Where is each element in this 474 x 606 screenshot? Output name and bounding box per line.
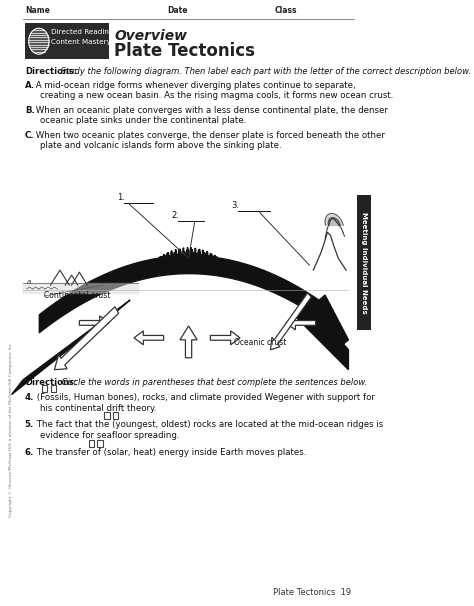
Polygon shape	[180, 249, 181, 255]
Polygon shape	[329, 218, 339, 225]
Text: Meeting Individual Needs: Meeting Individual Needs	[361, 212, 367, 313]
Text: (Fossils, Human bones), rocks, and climate provided Wegener with support for: (Fossils, Human bones), rocks, and clima…	[34, 393, 375, 402]
Bar	[113, 413, 118, 419]
Text: Name: Name	[25, 6, 50, 15]
Polygon shape	[216, 257, 217, 258]
Polygon shape	[175, 250, 176, 256]
Bar	[51, 385, 56, 391]
Polygon shape	[210, 331, 240, 345]
Text: 1.: 1.	[117, 193, 125, 202]
Polygon shape	[196, 253, 197, 255]
Circle shape	[29, 28, 49, 54]
Polygon shape	[211, 254, 212, 257]
Bar	[97, 441, 103, 447]
Text: Directions:: Directions:	[25, 67, 77, 76]
Text: 5.: 5.	[25, 421, 34, 430]
Text: Date: Date	[167, 6, 188, 15]
Polygon shape	[171, 251, 172, 256]
Bar	[25, 23, 109, 59]
Text: Content Mastery: Content Mastery	[51, 39, 110, 45]
Text: Circle the words in parentheses that best complete the sentences below.: Circle the words in parentheses that bes…	[59, 378, 367, 387]
Polygon shape	[214, 255, 215, 257]
Polygon shape	[79, 316, 109, 330]
Text: Continental crust: Continental crust	[44, 291, 110, 300]
Text: oceanic plate sinks under the continental plate.: oceanic plate sinks under the continenta…	[40, 116, 246, 125]
Text: The transfer of (solar, heat) energy inside Earth moves plates.: The transfer of (solar, heat) energy ins…	[34, 448, 307, 458]
Polygon shape	[202, 250, 203, 256]
Polygon shape	[325, 213, 343, 225]
Text: Plate Tectonics: Plate Tectonics	[114, 42, 255, 60]
Polygon shape	[271, 293, 311, 350]
Polygon shape	[313, 295, 348, 350]
Text: When two oceanic plates converge, the denser plate is forced beneath the other: When two oceanic plates converge, the de…	[33, 131, 384, 140]
Text: Class: Class	[274, 6, 297, 15]
Polygon shape	[134, 331, 164, 345]
Text: plate and volcanic islands form above the sinking plate.: plate and volcanic islands form above th…	[40, 141, 282, 150]
Polygon shape	[187, 247, 188, 255]
Polygon shape	[195, 248, 196, 255]
Text: Directions:: Directions:	[25, 378, 77, 387]
Text: Oceanic crust: Oceanic crust	[234, 338, 286, 347]
Polygon shape	[328, 218, 340, 225]
Polygon shape	[166, 253, 167, 256]
Polygon shape	[180, 326, 197, 358]
Polygon shape	[286, 316, 316, 330]
Text: Copyright © Glencoe/McGraw-Hill, a division of the McGraw-Hill Companies, Inc.: Copyright © Glencoe/McGraw-Hill, a divis…	[9, 342, 13, 517]
Text: evidence for seafloor spreading.: evidence for seafloor spreading.	[40, 431, 180, 441]
Text: A mid-ocean ridge forms whenever diverging plates continue to separate,: A mid-ocean ridge forms whenever divergi…	[33, 81, 355, 90]
Text: 2.: 2.	[172, 211, 179, 221]
Text: his continental drift theory.: his continental drift theory.	[40, 404, 157, 413]
Polygon shape	[174, 253, 175, 256]
Bar	[357, 196, 371, 330]
Text: Overview: Overview	[114, 29, 187, 43]
Text: A.: A.	[25, 81, 35, 90]
Text: Plate Tectonics  19: Plate Tectonics 19	[273, 588, 351, 597]
Polygon shape	[162, 256, 163, 257]
Polygon shape	[193, 252, 194, 255]
Text: Directed Reading for: Directed Reading for	[51, 29, 125, 35]
Text: creating a new ocean basin. As the rising magma cools, it forms new ocean crust.: creating a new ocean basin. As the risin…	[40, 92, 394, 101]
Polygon shape	[184, 251, 185, 255]
Text: C.: C.	[25, 131, 35, 140]
Bar	[89, 441, 94, 447]
Bar	[104, 413, 110, 419]
Polygon shape	[207, 251, 208, 256]
Text: When an oceanic plate converges with a less dense continental plate, the denser: When an oceanic plate converges with a l…	[33, 106, 387, 115]
Polygon shape	[160, 257, 161, 258]
Text: The fact that the (youngest, oldest) rocks are located at the mid-ocean ridges i: The fact that the (youngest, oldest) roc…	[34, 421, 383, 430]
Polygon shape	[168, 252, 169, 256]
Polygon shape	[186, 250, 187, 255]
Polygon shape	[177, 254, 178, 256]
Polygon shape	[213, 256, 214, 257]
Polygon shape	[205, 253, 206, 256]
Text: 3.: 3.	[231, 201, 239, 210]
Polygon shape	[294, 300, 348, 370]
Text: B.: B.	[25, 106, 35, 115]
Polygon shape	[165, 256, 166, 257]
Polygon shape	[204, 252, 205, 256]
Text: Study the following diagram. Then label each part with the letter of the correct: Study the following diagram. Then label …	[57, 67, 471, 76]
Polygon shape	[11, 300, 130, 395]
Polygon shape	[198, 250, 199, 256]
Bar	[42, 385, 47, 391]
Text: 6.: 6.	[25, 448, 34, 458]
Text: 4.: 4.	[25, 393, 34, 402]
Polygon shape	[178, 249, 179, 256]
Polygon shape	[183, 248, 184, 255]
Polygon shape	[55, 307, 118, 370]
Text: a: a	[27, 279, 31, 285]
